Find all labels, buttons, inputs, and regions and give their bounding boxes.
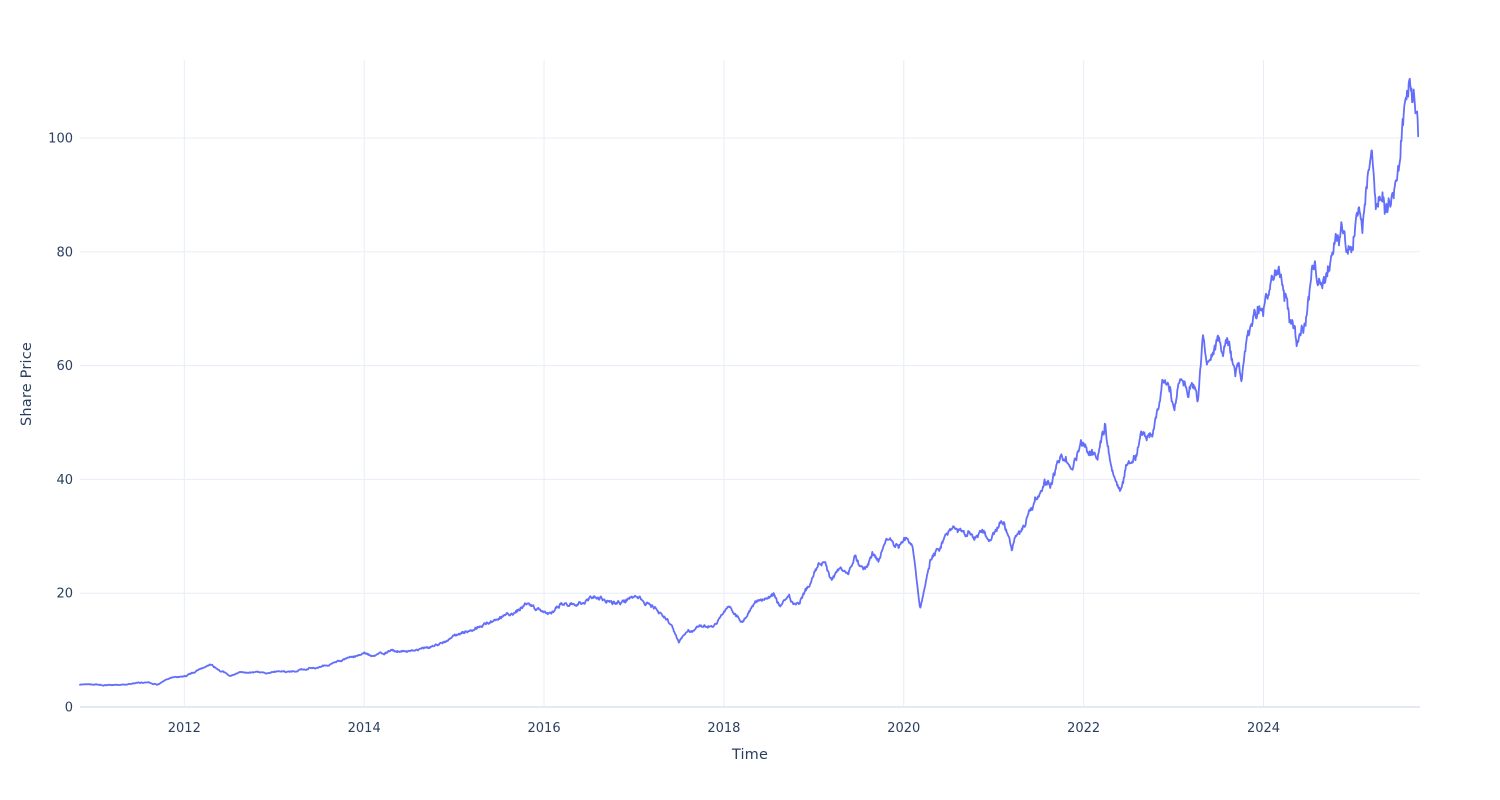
x-axis-title: Time: [731, 747, 769, 763]
price-line-series: [79, 77, 1420, 687]
x-tick-label: 2014: [348, 721, 381, 736]
y-tick-label: 80: [56, 245, 73, 260]
x-tick-label: 2016: [528, 721, 561, 736]
x-tick-label: 2020: [887, 721, 920, 736]
y-tick-label: 100: [48, 131, 73, 146]
x-tick-label: 2024: [1247, 721, 1280, 736]
y-tick-label: 60: [56, 359, 73, 374]
y-tick-label: 20: [56, 587, 73, 602]
x-tick-label: 2022: [1067, 721, 1100, 736]
y-tick-label: 40: [56, 473, 73, 488]
x-tick-label: 2012: [168, 721, 201, 736]
x-tick-label: 2018: [707, 721, 740, 736]
y-axis-title: Share Price: [19, 341, 35, 427]
y-tick-label: 0: [65, 701, 73, 716]
